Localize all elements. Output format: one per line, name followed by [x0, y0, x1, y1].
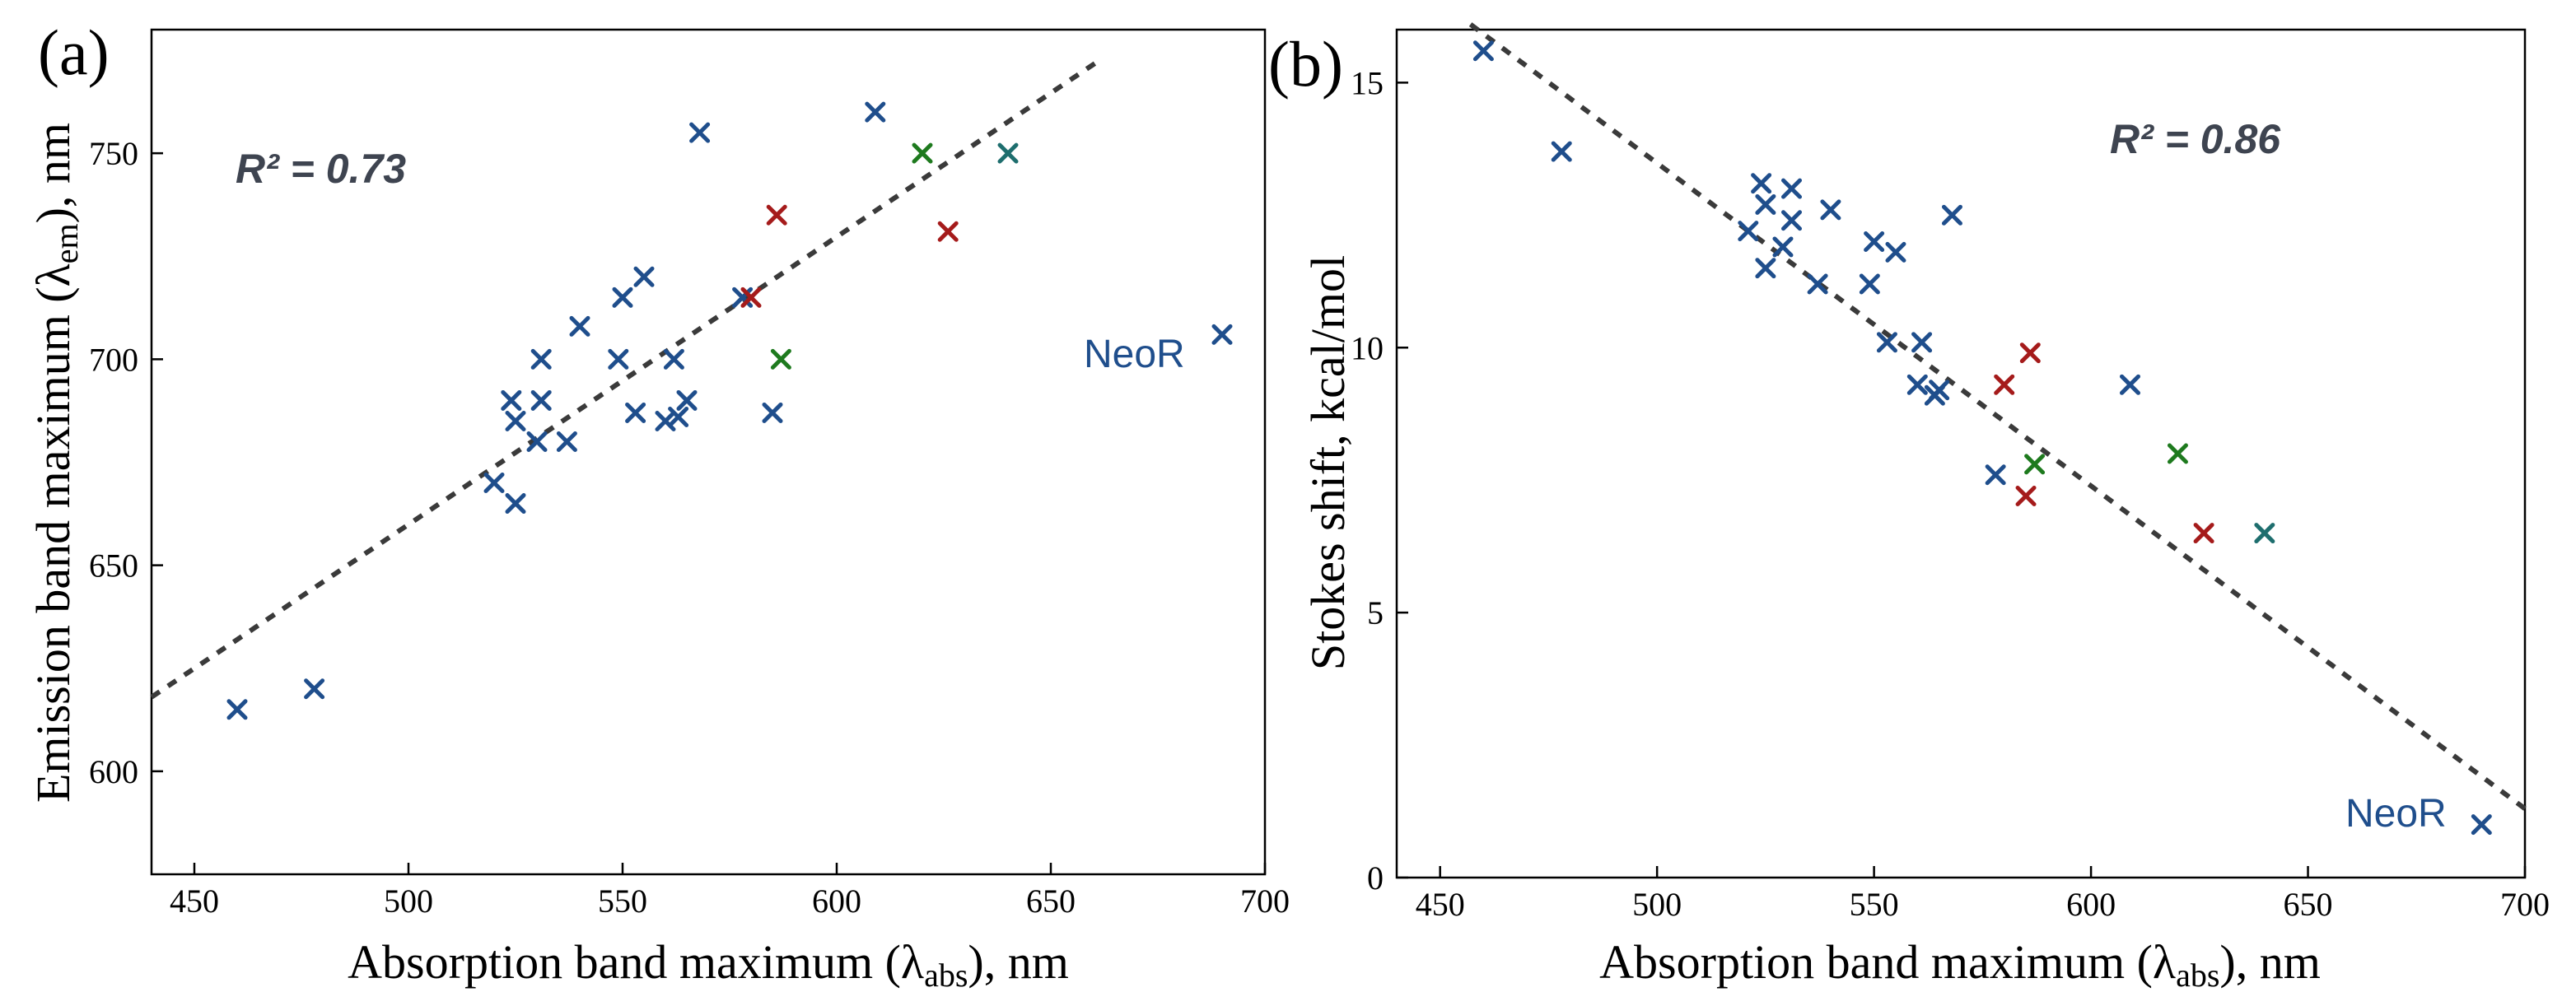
data-point-blue: [1885, 241, 1906, 263]
panel-b-neor-label: NeoR: [2345, 792, 2447, 836]
x-tick-label: 500: [384, 883, 433, 920]
x-tick-label: 450: [170, 883, 219, 920]
data-point-red: [740, 286, 762, 308]
data-point-blue: [1211, 324, 1233, 345]
data-point-blue: [1906, 374, 1928, 395]
panel-b-y-axis-label: Stokes shift, kcal/mol: [1301, 255, 1355, 670]
x-tick-label: 700: [2500, 886, 2550, 923]
x-tick-label: 500: [1632, 886, 1682, 923]
data-point-blue: [676, 389, 698, 411]
x-tick-label: 650: [1026, 883, 1076, 920]
data-point-blue: [1985, 464, 2006, 486]
data-point-blue: [483, 473, 505, 494]
panel-a-ticks: 450 500 550 600 650 700 600 650 700 750: [89, 135, 1290, 920]
data-point-blue: [569, 315, 590, 337]
x-tick-label: 550: [1850, 886, 1899, 923]
panel-a-x-axis-label: Absorption band maximum (λabs), nm: [348, 935, 1069, 994]
y-tick-label: 5: [1367, 594, 1384, 631]
data-point-blue: [2120, 374, 2140, 395]
x-tick-label: 450: [1416, 886, 1465, 923]
data-point-red: [937, 221, 959, 242]
data-point-blue: [1781, 210, 1802, 231]
data-point-blue: [1755, 193, 1776, 215]
data-point-blue: [1820, 199, 1841, 221]
panel-b: (b) 450 500 550 600 650 700 0 5 10 15 R² = 0.86 N…: [1268, 22, 2550, 994]
panel-a-neor-label: NeoR: [1084, 333, 1185, 376]
data-point-blue: [556, 431, 577, 452]
data-point-blue: [226, 699, 248, 720]
data-point-blue: [530, 348, 552, 370]
data-point-green: [2167, 443, 2188, 464]
data-point-blue: [633, 266, 655, 287]
y-tick-label: 700: [89, 341, 138, 378]
panel-a-points: [226, 101, 1233, 720]
data-point-blue: [1859, 273, 1880, 295]
panel-b-points: [1472, 40, 2492, 836]
panel-b-ticks: 450 500 550 600 650 700 0 5 10 15: [1351, 64, 2550, 923]
data-point-teal: [2254, 523, 2275, 544]
data-point-blue: [663, 348, 684, 370]
x-tick-label: 700: [1240, 883, 1290, 920]
data-point-blue: [689, 122, 711, 143]
x-tick-label: 600: [2066, 886, 2116, 923]
data-point-blue: [1772, 236, 1794, 258]
panel-b-label: (b): [1268, 28, 1343, 100]
data-point-blue: [865, 101, 886, 123]
panel-b-fit-line: [1468, 22, 2527, 811]
x-tick-label: 650: [2284, 886, 2333, 923]
y-tick-label: 600: [89, 753, 138, 790]
panel-a: (a) 450 500 550 600 650 700 600 650 700 750 R² = …: [26, 16, 1290, 994]
data-point-blue: [625, 402, 646, 423]
data-point-blue: [668, 406, 689, 427]
data-point-blue: [1864, 231, 1885, 252]
data-point-blue: [1911, 332, 1933, 353]
data-point-blue: [1781, 178, 1802, 199]
y-tick-label: 10: [1351, 329, 1384, 366]
panel-a-fit-line: [150, 56, 1104, 700]
data-point-blue: [1755, 258, 1776, 279]
data-point-red: [1994, 374, 2015, 395]
data-point-green: [2024, 454, 2046, 475]
panel-b-frame: [1395, 28, 2527, 879]
data-point-blue: [1807, 273, 1828, 295]
data-point-blue: [526, 431, 548, 452]
data-point-red: [2019, 342, 2041, 364]
data-point-blue: [1876, 332, 1897, 353]
data-point-blue: [530, 389, 552, 411]
data-point-blue: [1929, 380, 1950, 401]
y-tick-label: 750: [89, 135, 138, 172]
panel-a-label: (a): [38, 16, 110, 88]
data-point-green: [770, 348, 791, 370]
data-point-green: [912, 142, 933, 164]
data-point-red: [2193, 523, 2214, 544]
data-point-red: [766, 204, 787, 226]
data-point-blue: [304, 678, 325, 700]
data-point-blue: [505, 410, 526, 431]
data-point-blue: [1551, 141, 1572, 162]
data-point-blue: [1738, 221, 1759, 242]
panel-a-r2-annotation: R² = 0.73: [236, 146, 406, 192]
data-point-blue: [762, 402, 783, 423]
data-point-blue: [2471, 814, 2492, 836]
data-point-blue: [505, 493, 526, 515]
panel-b-r2-annotation: R² = 0.86: [2110, 116, 2281, 162]
y-tick-label: 0: [1367, 859, 1384, 897]
panel-a-y-axis-label: Emission band maximum (λem), nm: [26, 123, 85, 803]
data-point-blue: [608, 348, 629, 370]
data-point-red: [2015, 486, 2037, 506]
x-tick-label: 600: [812, 883, 861, 920]
panel-a-frame: [150, 28, 1267, 876]
y-tick-label: 650: [89, 547, 138, 585]
data-point-blue: [501, 389, 522, 411]
data-point-blue: [1472, 40, 1494, 62]
data-point-blue: [1751, 173, 1772, 194]
y-tick-label: 15: [1351, 64, 1384, 101]
data-point-blue: [1941, 204, 1962, 226]
panel-b-x-axis-label: Absorption band maximum (λabs), nm: [1599, 935, 2321, 994]
data-point-blue: [612, 286, 633, 308]
data-point-teal: [997, 142, 1019, 164]
x-tick-label: 550: [598, 883, 647, 920]
